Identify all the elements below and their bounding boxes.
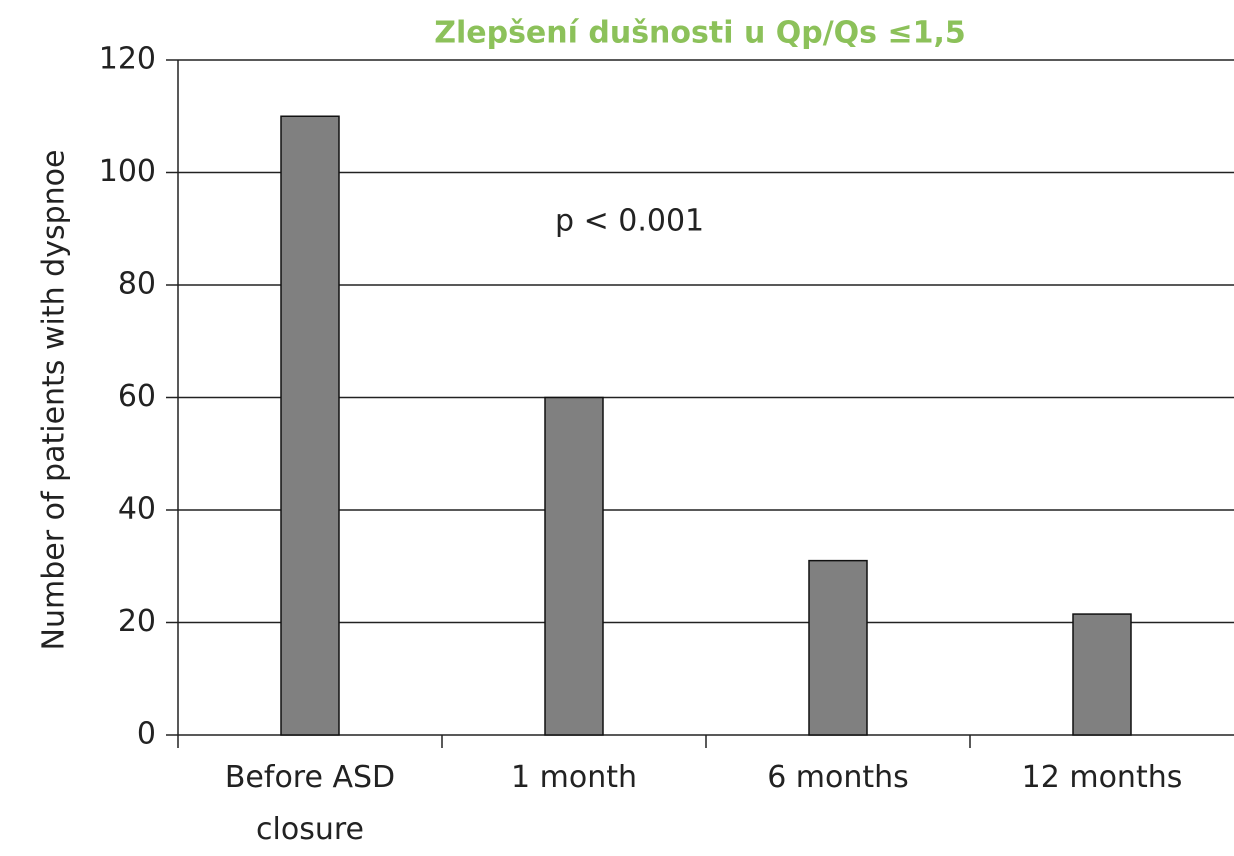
x-tick-label: 1 month (511, 760, 637, 795)
x-tick-label: Before ASD closure (224, 760, 396, 847)
x-tick-label: 6 months (767, 760, 909, 795)
x-tick-label: 12 months (1021, 760, 1183, 795)
y-axis-label: Number of patients with dyspnoe (37, 150, 72, 651)
bar (1072, 613, 1132, 736)
y-tick-label: 20 (118, 604, 156, 639)
bar (544, 396, 604, 736)
bar (808, 559, 868, 736)
y-tick-label: 100 (99, 154, 156, 189)
y-tick-label: 0 (137, 717, 156, 752)
y-tick-label: 40 (118, 492, 156, 527)
chart-title: Zlepšení dušnosti u Qp/Qs ≤1,5 (434, 16, 966, 51)
y-tick-label: 120 (99, 42, 156, 77)
annotation: p < 0.001 (555, 204, 704, 239)
y-tick-label: 80 (118, 267, 156, 302)
bar (280, 115, 340, 736)
y-tick-label: 60 (118, 379, 156, 414)
